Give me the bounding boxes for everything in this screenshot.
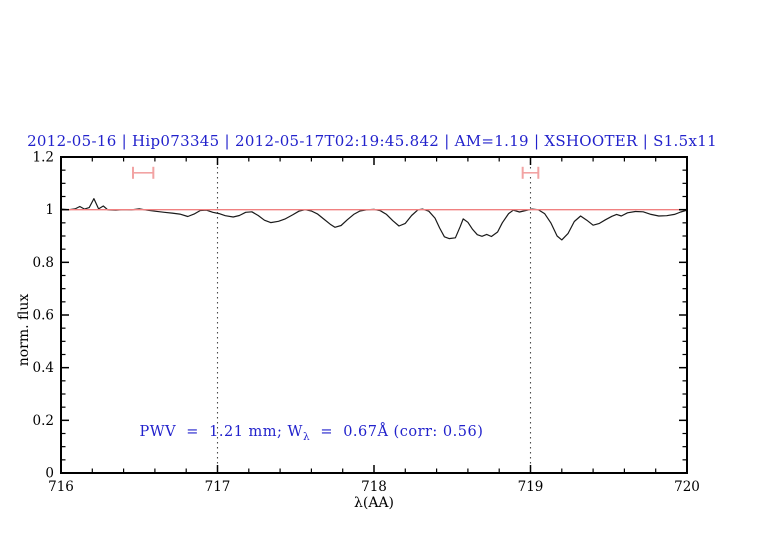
x-tick-label: 720 [674,479,700,495]
x-tick-label: 717 [205,479,231,495]
y-tick-label: 0.4 [33,360,54,376]
plot-frame [60,156,688,474]
pwv-annotation-pre: PWV = 1.21 mm; W [139,424,303,440]
x-tick-label: 719 [518,479,544,495]
y-tick-label: 1.2 [33,150,54,166]
x-tick-label: 716 [48,479,74,495]
y-axis-label: norm. flux [16,293,32,367]
pwv-annotation-sub-lambda: λ [302,431,311,443]
y-tick-label: 0.8 [33,255,54,271]
y-tick-label: 0.2 [33,413,54,429]
y-tick-label: 0.6 [33,308,54,324]
y-tick-label: 0 [45,466,54,482]
plot-title: 2012-05-16 | Hip073345 | 2012-05-17T02:1… [27,132,717,150]
y-tick-label: 1 [45,202,54,218]
pwv-annotation: PWV = 1.21 mm; Wλ = 0.67Å (corr: 0.56) [119,408,483,459]
spectrum-line [60,198,688,241]
pwv-annotation-post: = 0.67Å (corr: 0.56) [310,424,484,440]
x-axis-label: λ(AA) [353,495,395,511]
x-tick-label: 718 [361,479,387,495]
